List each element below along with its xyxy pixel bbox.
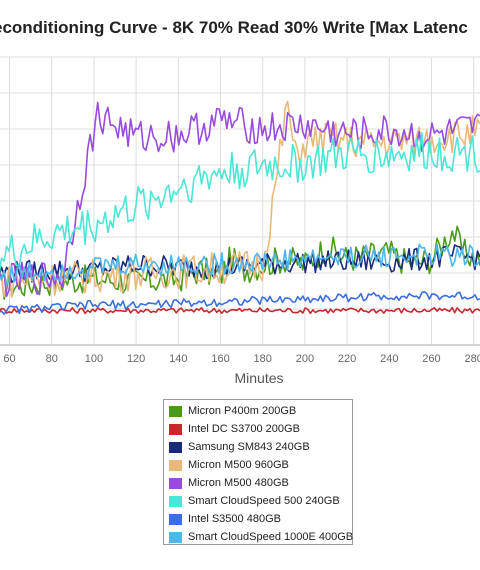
x-tick-label: 220 — [338, 353, 356, 365]
x-tick-label: 100 — [85, 353, 103, 365]
series-line-1 — [0, 306, 480, 315]
x-tick-label: 80 — [46, 353, 58, 365]
legend-label: Smart CloudSpeed 500 240GB — [188, 495, 340, 507]
legend-item[interactable]: Micron P400m 200GB — [169, 402, 352, 420]
chart-title-text: econditioning Curve - 8K 70% Read 30% Wr… — [0, 18, 468, 37]
x-tick-label: 280 — [464, 353, 480, 365]
legend-swatch — [169, 405, 182, 417]
x-tick-label: 120 — [127, 353, 145, 365]
legend-swatch — [169, 531, 182, 543]
legend-label: Smart CloudSpeed 1000E 400GB — [188, 531, 354, 543]
x-tick-label: 180 — [254, 353, 272, 365]
x-tick-label: 140 — [169, 353, 187, 365]
legend-swatch — [169, 459, 182, 471]
chart-legend: Micron P400m 200GB Intel DC S3700 200GB Sa… — [163, 399, 353, 545]
legend-item[interactable]: Samsung SM843 240GB — [169, 438, 352, 456]
chart-title: econditioning Curve - 8K 70% Read 30% Wr… — [0, 18, 480, 44]
legend-label: Samsung SM843 240GB — [188, 441, 310, 453]
legend-label: Micron P400m 200GB — [188, 405, 297, 417]
legend-item[interactable]: Micron M500 480GB — [169, 474, 352, 492]
legend-item[interactable]: Intel S3500 480GB — [169, 510, 352, 528]
series-line-5 — [0, 132, 480, 275]
series-line-3 — [0, 100, 480, 299]
x-tick-label: 240 — [380, 353, 398, 365]
legend-swatch — [169, 477, 182, 489]
legend-swatch — [169, 441, 182, 453]
series-line-6 — [0, 291, 480, 315]
legend-label: Intel S3500 480GB — [188, 513, 281, 525]
legend-swatch — [169, 423, 182, 435]
legend-item[interactable]: Smart CloudSpeed 500 240GB — [169, 492, 352, 510]
legend-item[interactable]: Intel DC S3700 200GB — [169, 420, 352, 438]
x-tick-label: 160 — [211, 353, 229, 365]
legend-swatch — [169, 513, 182, 525]
x-tick-label: 200 — [296, 353, 314, 365]
legend-swatch — [169, 495, 182, 507]
series-line-4 — [0, 101, 480, 297]
x-tick-label: 260 — [422, 353, 440, 365]
legend-label: Intel DC S3700 200GB — [188, 423, 300, 435]
x-axis-label: Minutes — [234, 370, 283, 386]
series-line-7 — [0, 243, 480, 287]
legend-item[interactable]: Smart CloudSpeed 1000E 400GB — [169, 528, 354, 546]
x-tick-label: 60 — [3, 353, 15, 365]
legend-item[interactable]: Micron M500 960GB — [169, 456, 352, 474]
legend-label: Micron M500 480GB — [188, 477, 289, 489]
legend-label: Micron M500 960GB — [188, 459, 289, 471]
